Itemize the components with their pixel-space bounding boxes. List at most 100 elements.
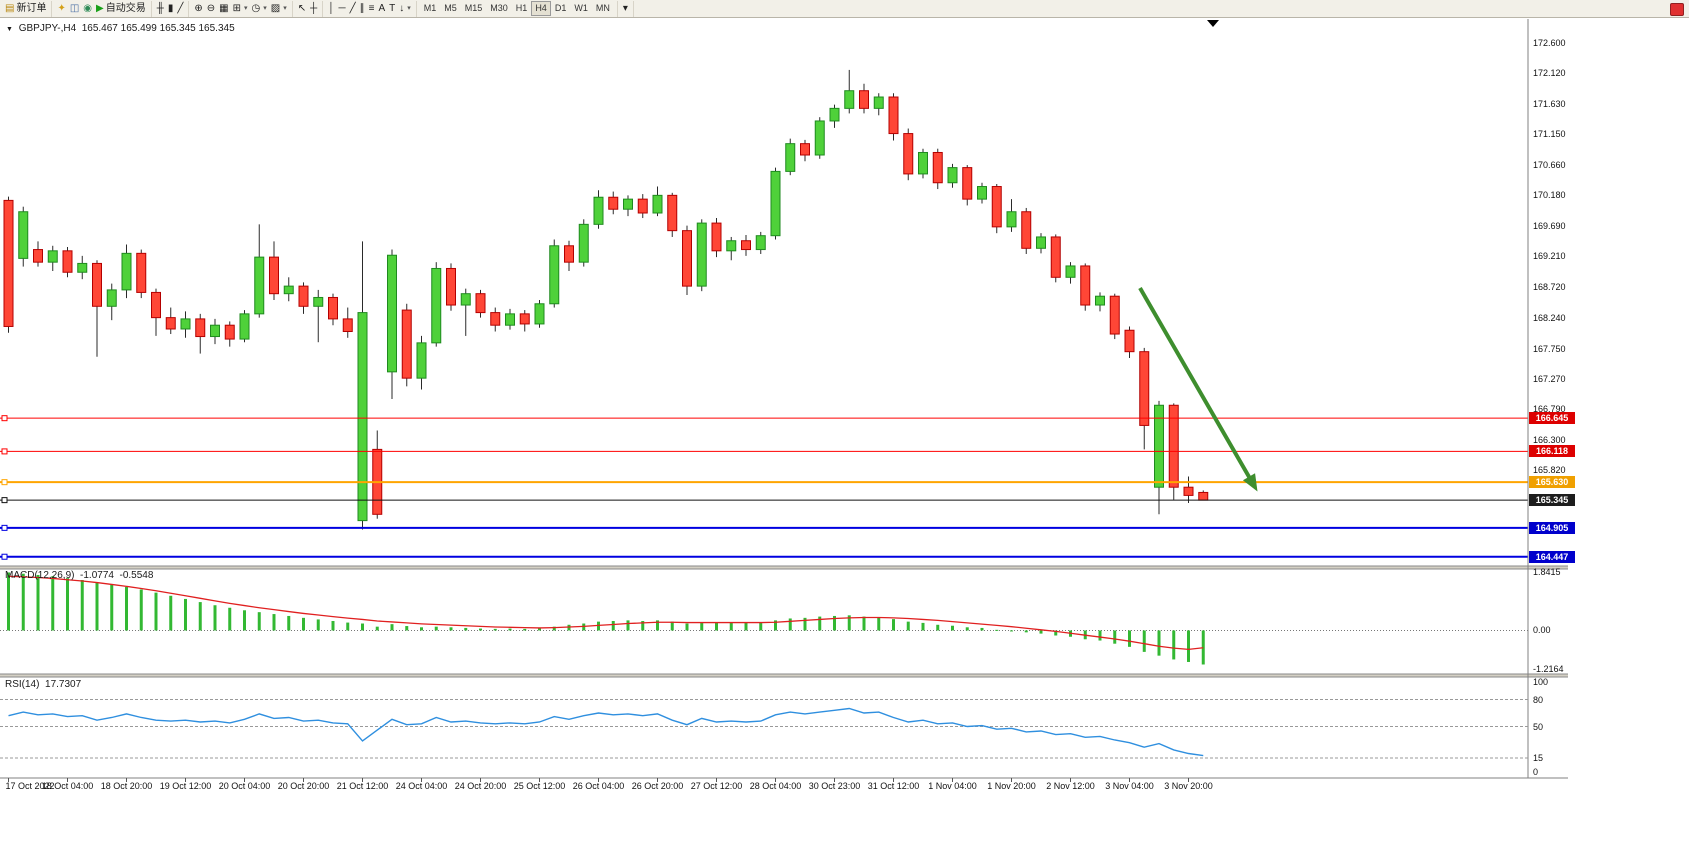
candle-body (903, 133, 914, 175)
templates-button[interactable]: ▨ ▾ (269, 2, 289, 16)
macd-axis-tick: 0.00 (1533, 625, 1551, 636)
autotrading-button[interactable]: ▶ 自动交易 (94, 2, 148, 16)
objects-group: │ ─ ╱ ∥ ≡ A T ↓ ▾ (323, 0, 417, 17)
horizontal-line-button[interactable]: ─ (336, 2, 347, 16)
market-watch-button[interactable]: ◫ (68, 2, 81, 16)
vertical-line-button[interactable]: │ (326, 2, 336, 16)
chart-shift-marker[interactable] (1207, 20, 1219, 27)
autotrading-icon: ▶ (96, 2, 104, 14)
line-handle[interactable] (1, 448, 8, 455)
candle-body (269, 256, 279, 295)
time-axis[interactable]: 17 Oct 2022 18 Oct 04:00 18 Oct 20:00 19 Oc… (0, 780, 1568, 796)
price-tick: 169.210 (1533, 251, 1566, 262)
candle-body (1183, 486, 1194, 496)
tf-m15-button[interactable]: M15 (461, 1, 487, 16)
trend-arrow[interactable] (1138, 287, 1254, 483)
price-tick: 171.630 (1533, 98, 1566, 109)
pane-splitter[interactable] (0, 674, 1568, 677)
text-button[interactable]: A (376, 2, 387, 16)
templates-icon: ▨ (270, 2, 281, 14)
alerts-button[interactable]: ◉ (81, 2, 94, 16)
cursor-button[interactable]: ↖ (296, 2, 308, 16)
candlestick-chart-button[interactable]: ▮ (166, 2, 176, 16)
time-label: 3 Nov 04:00 (1105, 781, 1154, 791)
channel-button[interactable]: ∥ (358, 2, 367, 16)
arrows-button[interactable]: ↓ ▾ (397, 2, 413, 16)
notification-icon[interactable] (1670, 3, 1684, 16)
line-handle[interactable] (1, 553, 8, 560)
macd-histogram-bar (833, 615, 836, 631)
tf-h1-button[interactable]: H1 (512, 1, 532, 16)
macd-histogram-bar (1142, 630, 1146, 652)
fibonacci-button[interactable]: ≡ (367, 2, 377, 16)
zoom-in-button[interactable]: ⊕ (192, 2, 204, 16)
line-handle[interactable] (1, 524, 8, 531)
macd-histogram-bar (405, 626, 409, 631)
price-tick: 167.270 (1533, 373, 1566, 384)
line-handle[interactable] (1, 415, 8, 422)
market-watch-icon: ◫ (69, 2, 80, 14)
chart-canvas[interactable] (0, 0, 1568, 800)
price-axis[interactable]: 172.600 172.120 171.630 171.150 170.660 170.1… (1529, 0, 1599, 800)
candle-body (180, 318, 191, 330)
autotrading-button-label: 自动交易 (105, 2, 146, 14)
label-button[interactable]: T (387, 2, 397, 16)
tile-windows-button[interactable]: ▦ (217, 2, 230, 16)
tf-mn-button[interactable]: MN (592, 1, 614, 16)
rsi-line (8, 707, 1204, 757)
macd-histogram-bar (125, 586, 128, 631)
macd-histogram-bar (184, 598, 187, 631)
new-order-button[interactable]: ▤ 新订单 (3, 2, 48, 16)
bar-chart-button[interactable]: ╫ (155, 2, 166, 16)
tf-mn-button-label: MN (595, 3, 610, 13)
macd-histogram-bar (361, 623, 364, 631)
candle-body (844, 90, 855, 109)
candle-body (151, 291, 161, 319)
tf-w1-button[interactable]: W1 (570, 1, 592, 16)
rsi-name: RSI(14) (5, 679, 40, 690)
time-label: 1 Nov 20:00 (987, 781, 1036, 791)
indicators-button[interactable]: ⊞ ▾ (231, 2, 250, 16)
symbol-dropdown-icon[interactable]: ▼ (6, 26, 13, 33)
candle-body (33, 249, 43, 263)
toolbar: ▤ 新订单 ✦ ◫ ◉ ▶ 自动交易 ╫ ▮ ╱ ⊕ ⊖ ▦ ⊞ ▾ ◷ ▾ ▨ ▾ ↖ ┼ │ ─ ╱ ∥ ≡ A T ↓ ▾ M1 M5 M… (0, 0, 1689, 18)
metaeditor-button[interactable]: ✦ (55, 2, 67, 16)
crosshair-button[interactable]: ┼ (308, 2, 319, 16)
tf-d1-button[interactable]: D1 (551, 1, 571, 16)
candle-body (549, 245, 560, 305)
candle-body (106, 289, 117, 307)
line-handle[interactable] (1, 497, 8, 504)
toolbar-overflow-button[interactable]: ▾ (621, 2, 630, 16)
price-badge: 166.118 (1529, 445, 1575, 458)
line-chart-button[interactable]: ╱ (175, 2, 185, 16)
tf-h4-button[interactable]: H4 (531, 1, 551, 16)
candle-body (210, 324, 220, 338)
candle-body (505, 313, 515, 326)
tf-m30-button[interactable]: M30 (486, 1, 512, 16)
price-tick: 167.750 (1533, 343, 1566, 354)
time-label: 20 Oct 04:00 (218, 781, 271, 791)
chart-title: ▼ GBPJPY-,H4 165.467 165.499 165.345 165… (6, 23, 235, 34)
macd-histogram-bar (906, 621, 910, 631)
time-label: 24 Oct 20:00 (454, 781, 507, 791)
trend-arrow-head[interactable] (1242, 473, 1258, 492)
periods-button[interactable]: ◷ ▾ (250, 2, 269, 16)
macd-histogram-bar (66, 578, 69, 631)
candle-body (770, 170, 781, 237)
trendline-button[interactable]: ╱ (348, 2, 358, 16)
candle-body (239, 313, 250, 340)
candle-body (62, 250, 73, 273)
tf-m1-button[interactable]: M1 (420, 1, 441, 16)
macd-histogram-bar (110, 584, 114, 631)
candle-body (460, 293, 471, 306)
pane-splitter[interactable] (0, 566, 1568, 569)
macd-histogram-bar (80, 580, 84, 631)
macd-histogram-bar (228, 607, 232, 631)
macd-histogram-bar (1024, 630, 1028, 633)
tf-m5-button[interactable]: M5 (440, 1, 461, 16)
price-tick: 172.600 (1533, 37, 1566, 48)
candle-body (859, 90, 869, 109)
zoom-out-button[interactable]: ⊖ (205, 2, 217, 16)
line-handle[interactable] (1, 479, 8, 486)
